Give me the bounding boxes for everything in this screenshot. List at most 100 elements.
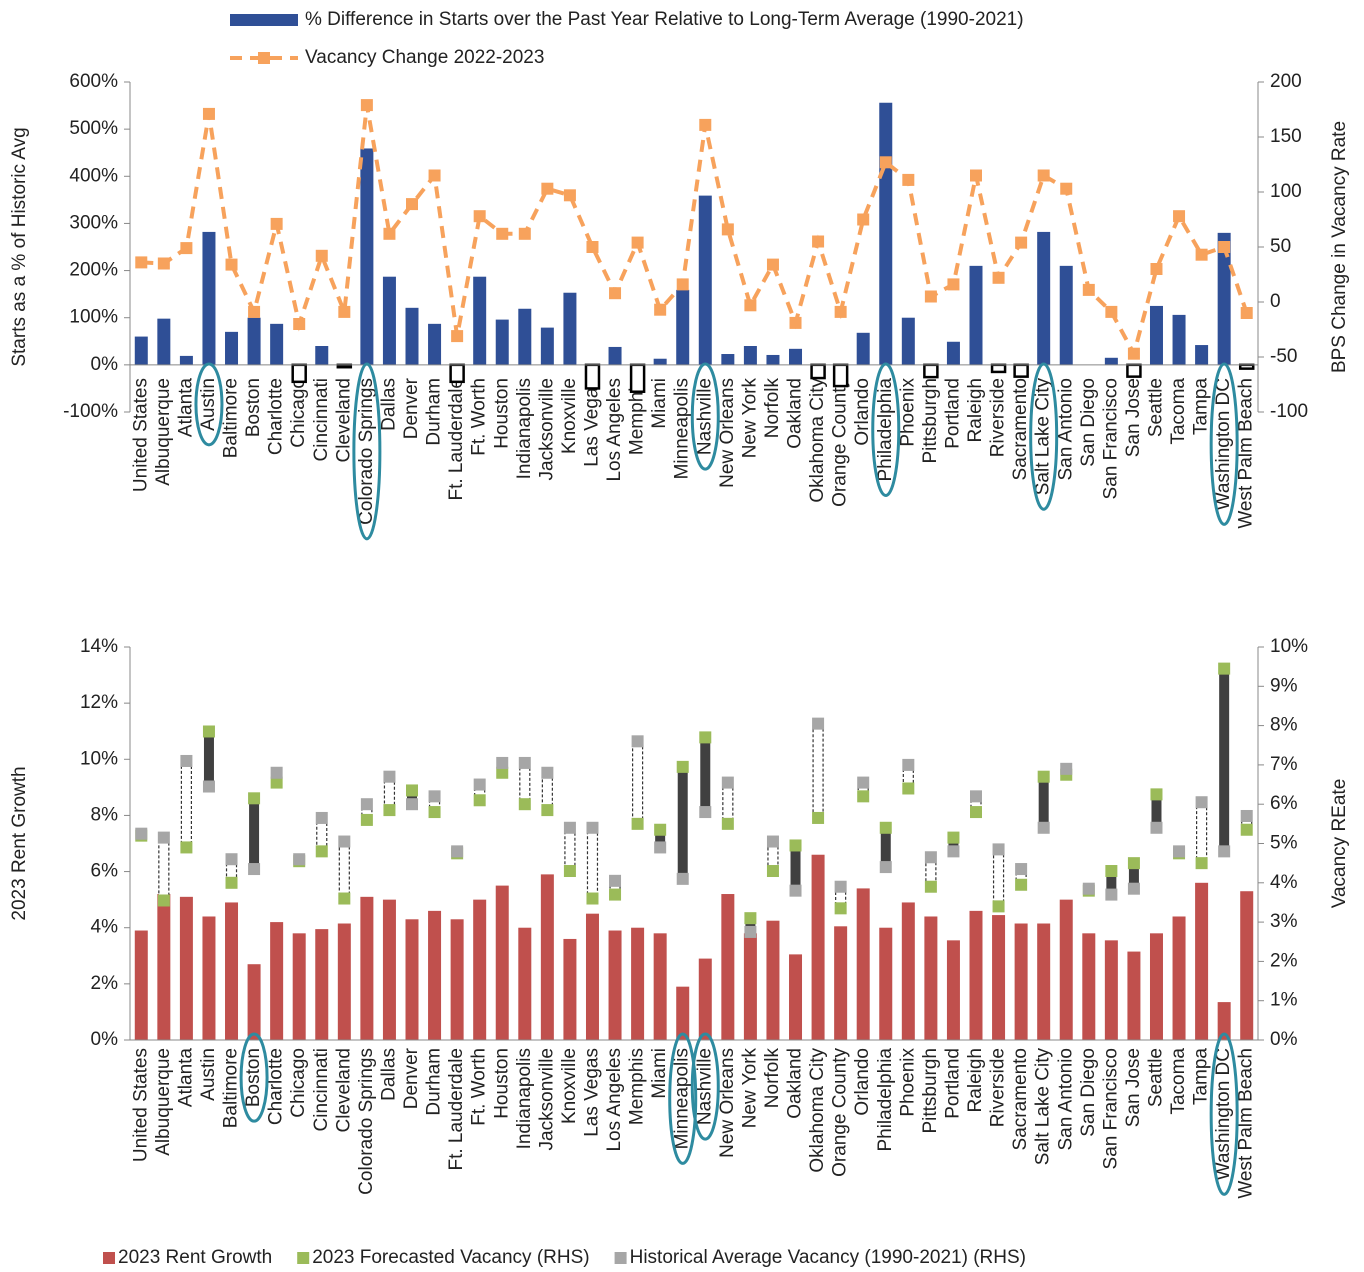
x-tick-label: Baltimore bbox=[221, 378, 242, 458]
bar bbox=[428, 323, 442, 365]
bar bbox=[1172, 314, 1186, 365]
marker bbox=[744, 299, 757, 312]
bar bbox=[721, 354, 735, 365]
bar bbox=[449, 363, 465, 384]
marker bbox=[586, 241, 599, 253]
y2-tick-label: 0% bbox=[1270, 1029, 1298, 1050]
line bbox=[141, 104, 1249, 360]
bar bbox=[405, 307, 419, 365]
highlight bbox=[352, 362, 382, 541]
marker bbox=[338, 835, 351, 848]
bar bbox=[1195, 882, 1209, 1040]
x-tick-label: Orange County bbox=[830, 378, 851, 507]
y-tick-label: 300% bbox=[69, 212, 118, 233]
y-tick-label: 400% bbox=[69, 165, 118, 186]
y2-tick-label: 6% bbox=[1270, 793, 1298, 814]
marker bbox=[383, 770, 396, 783]
bar bbox=[495, 319, 509, 365]
marker bbox=[270, 217, 283, 230]
x-tick-label: Seattle bbox=[1145, 378, 1166, 437]
bar bbox=[698, 958, 712, 1040]
marker bbox=[654, 841, 667, 854]
x-tick-label: Ft. Worth bbox=[469, 1048, 490, 1126]
bar bbox=[1059, 899, 1073, 1040]
marker bbox=[541, 182, 554, 195]
x-tick-label: San Diego bbox=[1078, 378, 1099, 467]
highlight bbox=[239, 1032, 269, 1123]
y-tick-label: 100% bbox=[69, 307, 118, 328]
bar bbox=[270, 922, 284, 1040]
bar bbox=[134, 336, 148, 365]
x-tick-label: Atlanta bbox=[175, 1048, 196, 1108]
marker bbox=[135, 256, 148, 269]
marker bbox=[586, 892, 599, 905]
y2-tick-label: 10% bbox=[1270, 636, 1308, 657]
marker bbox=[157, 257, 170, 270]
x-tick-label: Denver bbox=[401, 377, 422, 439]
highlight bbox=[668, 1032, 698, 1165]
bar bbox=[428, 910, 442, 1040]
range-connector bbox=[203, 731, 214, 787]
x-tick-label: Cincinnati bbox=[311, 378, 332, 461]
bar bbox=[856, 332, 870, 365]
x-tick-label: Raleigh bbox=[965, 378, 986, 442]
x-tick-label: Minneapolis bbox=[672, 378, 693, 479]
marker bbox=[812, 717, 825, 730]
marker bbox=[1060, 762, 1073, 775]
highlight bbox=[690, 1032, 720, 1141]
legend-label: 2023 Forecasted Vacancy (RHS) bbox=[312, 1247, 589, 1268]
range-connector bbox=[722, 781, 734, 825]
marker bbox=[857, 790, 870, 803]
y2-axis-title: BPS Change in Vacancy Rate bbox=[1329, 121, 1350, 373]
range-connector bbox=[180, 760, 192, 849]
y2-tick-label: 200 bbox=[1270, 71, 1302, 92]
marker bbox=[1127, 347, 1140, 360]
y-tick-label: 14% bbox=[80, 636, 118, 657]
x-tick-label: Dallas bbox=[378, 1048, 399, 1101]
marker bbox=[1240, 307, 1253, 319]
x-tick-label: Riverside bbox=[988, 378, 1009, 457]
legend-label: Historical Average Vacancy (1990-2021) (… bbox=[630, 1247, 1026, 1268]
y-axis-title: Starts as a % of Historic Avg bbox=[9, 127, 30, 366]
bar bbox=[134, 930, 148, 1040]
y-tick-label: 8% bbox=[91, 804, 119, 825]
marker bbox=[248, 792, 261, 805]
bar bbox=[992, 915, 1006, 1040]
range-connector bbox=[1219, 668, 1230, 852]
x-tick-label: New Orleans bbox=[717, 378, 738, 488]
marker bbox=[428, 806, 441, 819]
x-tick-label: San Jose bbox=[1123, 1048, 1144, 1127]
marker bbox=[744, 925, 757, 938]
bar bbox=[563, 938, 577, 1040]
y2-tick-label: 5% bbox=[1270, 833, 1298, 854]
marker bbox=[992, 900, 1005, 913]
marker bbox=[676, 760, 689, 773]
bar bbox=[834, 926, 848, 1040]
x-tick-label: Orlando bbox=[852, 378, 873, 446]
marker bbox=[970, 790, 982, 803]
bar bbox=[879, 102, 893, 365]
highlight bbox=[690, 362, 720, 471]
marker bbox=[631, 817, 644, 830]
x-tick-label: Dallas bbox=[378, 378, 399, 431]
marker bbox=[834, 305, 847, 318]
x-tick-label: Sacramento bbox=[1010, 1048, 1031, 1150]
x-tick-label: Oakland bbox=[785, 1048, 806, 1119]
marker bbox=[360, 99, 373, 112]
marker bbox=[992, 843, 1005, 856]
marker bbox=[1240, 809, 1253, 822]
marker bbox=[338, 305, 351, 318]
x-tick-label: Sacramento bbox=[1010, 378, 1031, 480]
bar bbox=[292, 933, 306, 1040]
y2-tick-label: 0 bbox=[1270, 291, 1281, 312]
x-tick-label: Chicago bbox=[288, 1048, 309, 1118]
x-tick-label: San Jose bbox=[1123, 378, 1144, 457]
bar bbox=[405, 919, 419, 1040]
marker bbox=[338, 892, 351, 905]
bar bbox=[1172, 916, 1186, 1040]
marker bbox=[406, 198, 418, 211]
bar bbox=[202, 231, 216, 365]
bar bbox=[969, 265, 983, 365]
bar bbox=[225, 902, 239, 1040]
bar bbox=[1013, 363, 1029, 378]
